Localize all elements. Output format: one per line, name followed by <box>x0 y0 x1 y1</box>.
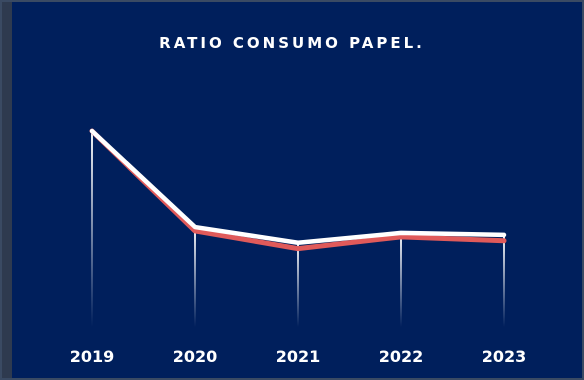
x-tick-label-2023: 2023 <box>482 347 527 366</box>
drop-line-2023 <box>503 234 505 327</box>
series-line-2 <box>89 128 507 245</box>
x-tick-label-2022: 2022 <box>379 347 424 366</box>
drop-line-2021 <box>297 242 299 327</box>
chart-title: RATIO CONSUMO PAPEL. <box>159 34 425 52</box>
drop-line-2020 <box>194 227 196 327</box>
x-tick-label-2020: 2020 <box>173 347 218 366</box>
x-tick-label-2019: 2019 <box>70 347 115 366</box>
drop-line-2022 <box>400 232 402 327</box>
drop-line-2019 <box>91 131 93 327</box>
x-tick-label-2021: 2021 <box>276 347 321 366</box>
